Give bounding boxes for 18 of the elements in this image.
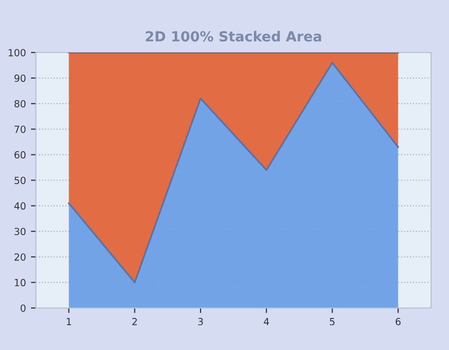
y-tick-label: 50 xyxy=(14,176,26,184)
y-tick-label: 60 xyxy=(14,151,26,159)
y-tick-label: 0 xyxy=(20,304,26,312)
y-tick-label: 90 xyxy=(14,74,26,82)
x-tick-label: 2 xyxy=(132,318,137,326)
y-tick-label: 40 xyxy=(14,202,26,210)
y-tick-label: 70 xyxy=(14,126,26,133)
y-tick-label: 10 xyxy=(14,278,26,286)
chart-title: 2D 100% Stacked Area xyxy=(146,30,322,42)
y-tick-label: 20 xyxy=(14,253,26,261)
x-tick-label: 6 xyxy=(396,318,401,326)
x-tick-label: 5 xyxy=(330,318,335,326)
x-tick-label: 3 xyxy=(198,318,203,326)
x-tick-label: 4 xyxy=(264,318,269,326)
y-tick-label: 100 xyxy=(8,48,26,56)
y-tick-label: 80 xyxy=(14,100,26,108)
y-tick-label: 30 xyxy=(14,228,26,236)
x-tick-label: 1 xyxy=(66,318,72,326)
